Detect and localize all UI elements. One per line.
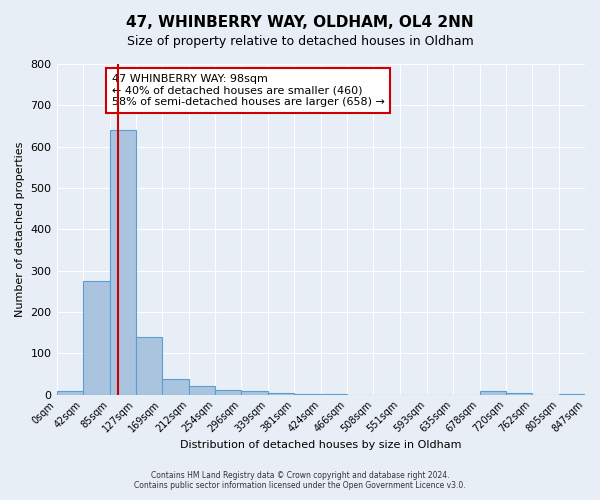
Text: Contains HM Land Registry data © Crown copyright and database right 2024.
Contai: Contains HM Land Registry data © Crown c… [134,470,466,490]
X-axis label: Distribution of detached houses by size in Oldham: Distribution of detached houses by size … [180,440,461,450]
Bar [56,392,83,394]
Bar [162,379,189,394]
Bar [479,392,506,394]
Bar [83,281,110,394]
Bar [110,130,136,394]
Text: 47, WHINBERRY WAY, OLDHAM, OL4 2NN: 47, WHINBERRY WAY, OLDHAM, OL4 2NN [126,15,474,30]
Bar [215,390,241,394]
Text: Size of property relative to detached houses in Oldham: Size of property relative to detached ho… [127,35,473,48]
Y-axis label: Number of detached properties: Number of detached properties [15,142,25,317]
Bar [189,386,215,394]
Bar [241,392,268,394]
Text: 47 WHINBERRY WAY: 98sqm
← 40% of detached houses are smaller (460)
58% of semi-d: 47 WHINBERRY WAY: 98sqm ← 40% of detache… [112,74,385,107]
Bar [136,337,162,394]
